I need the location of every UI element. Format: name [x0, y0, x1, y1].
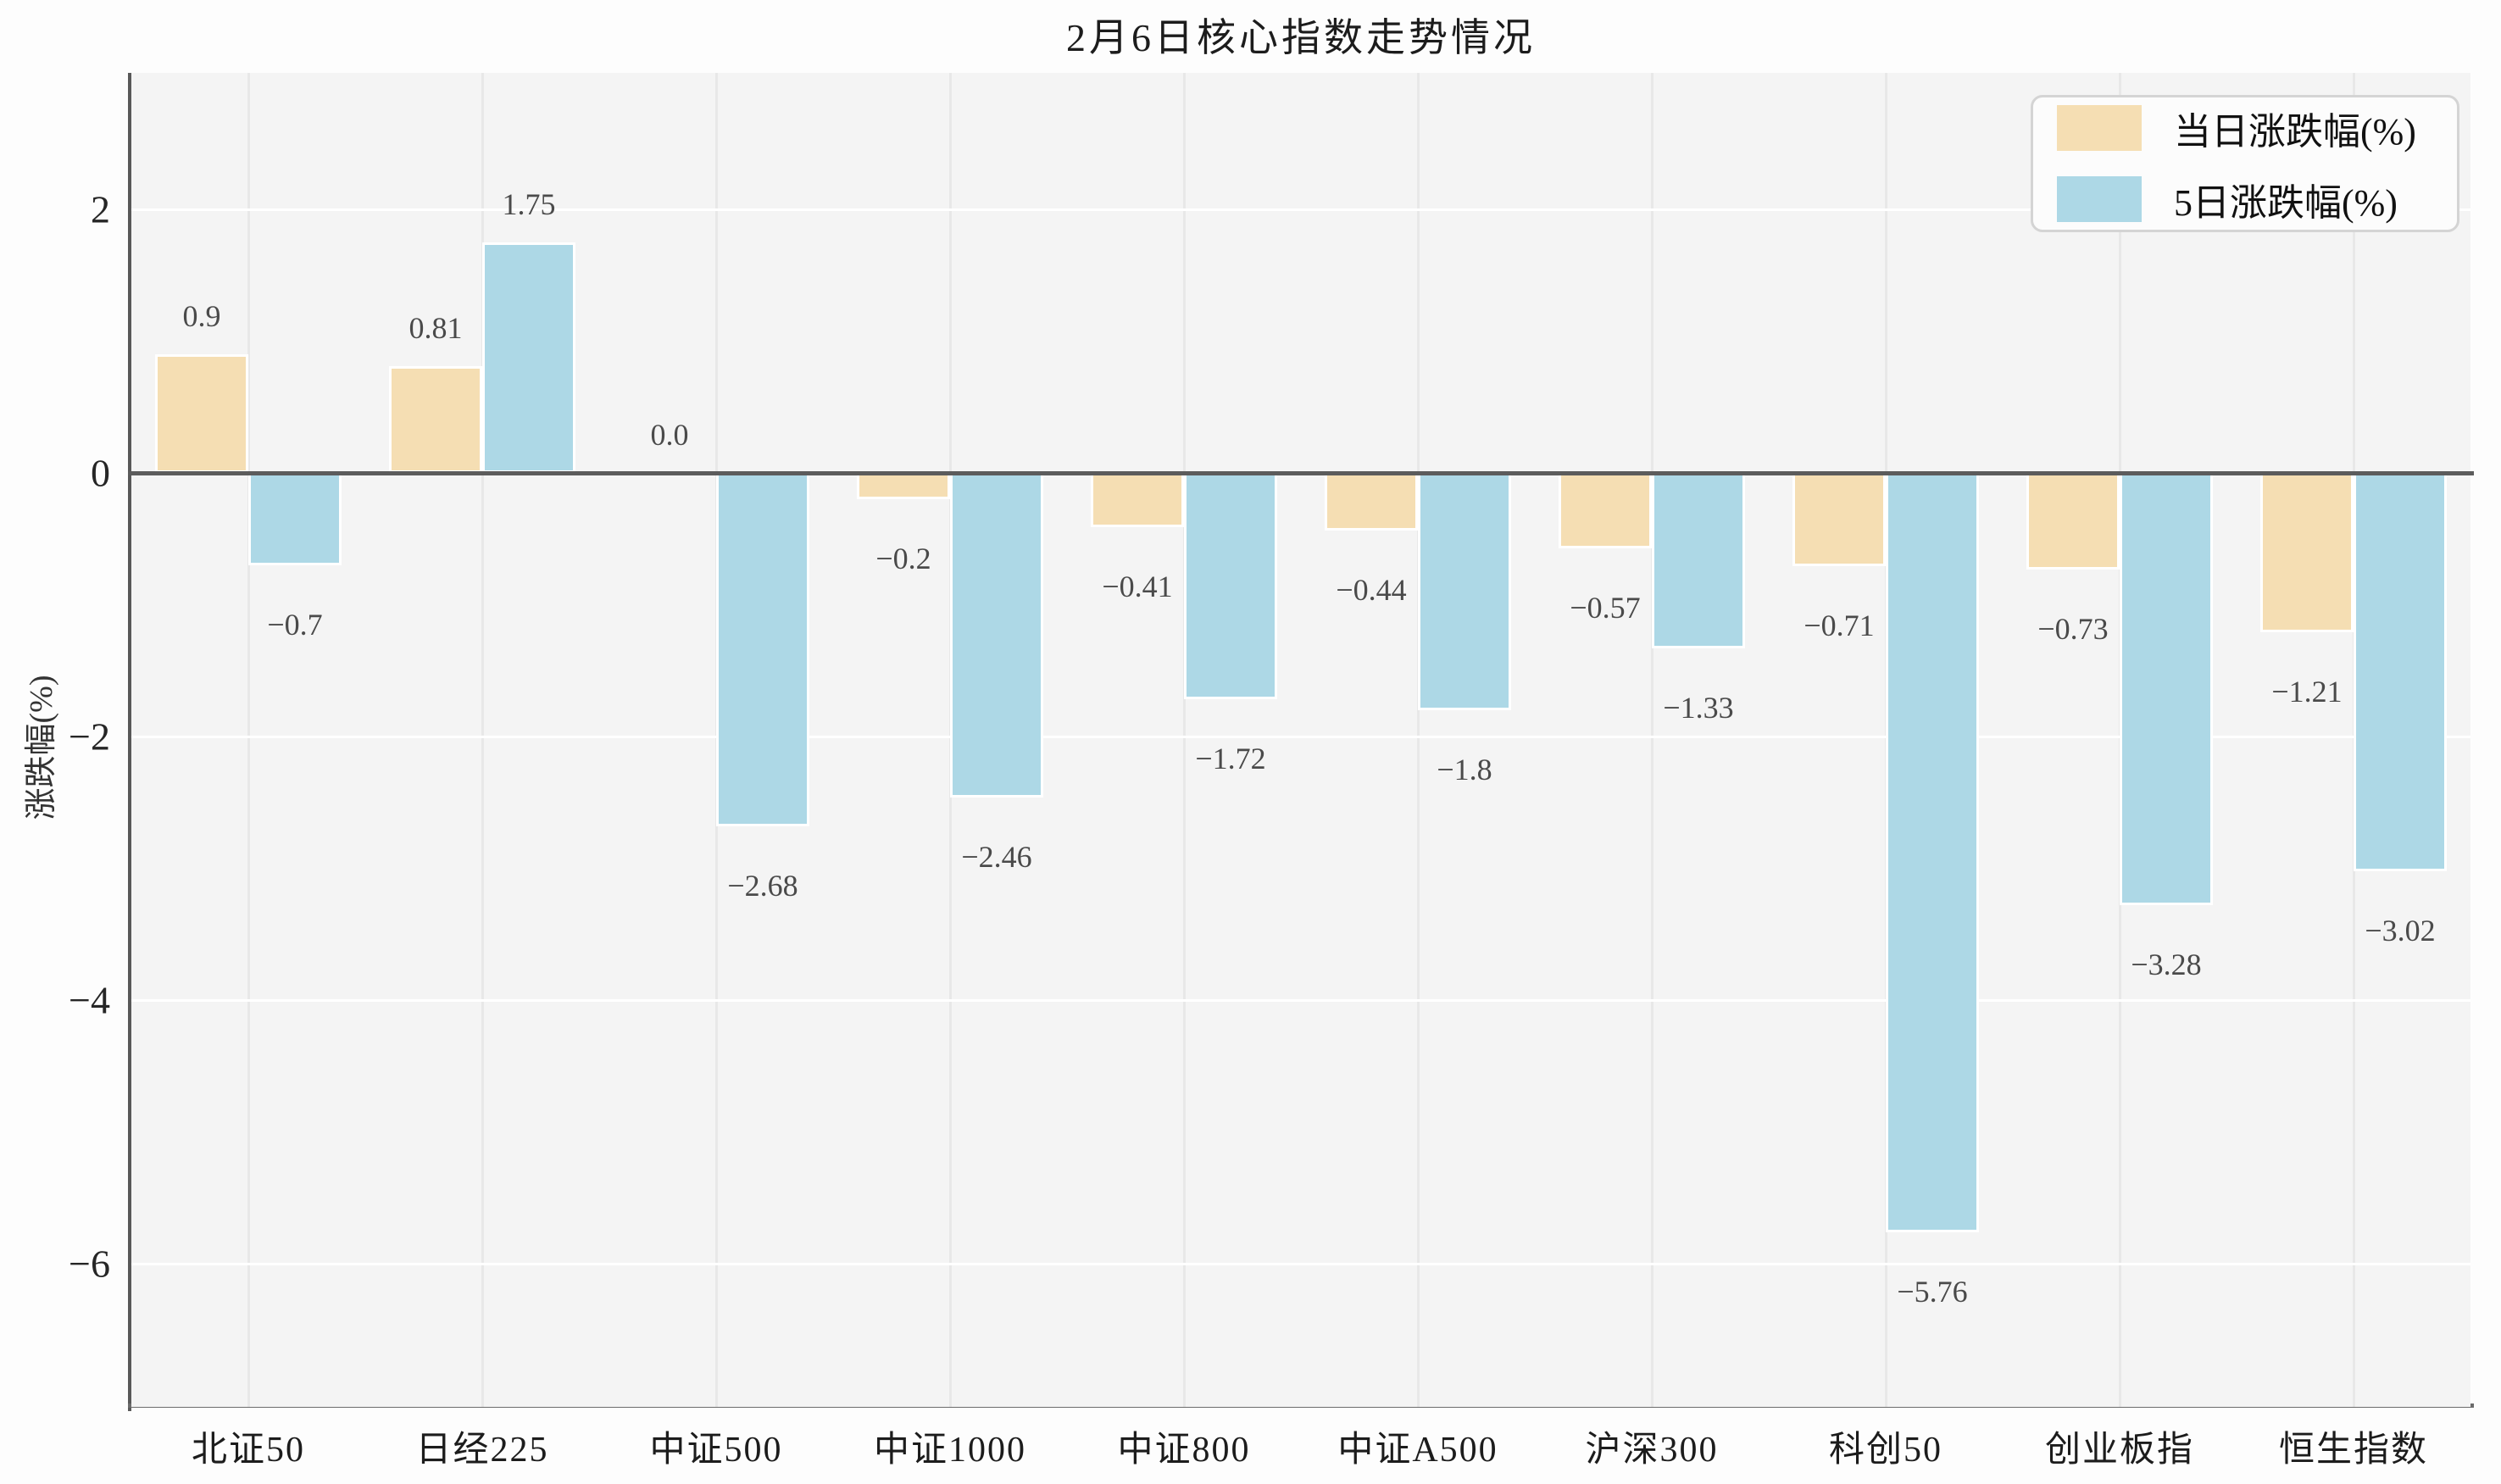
vertical-gridline [1650, 73, 1653, 1407]
x-tick-label: 科创50 [1828, 1431, 1943, 1470]
bar [389, 366, 482, 473]
bar-value-label: 0.0 [650, 418, 689, 452]
y-tick-label: 2 [91, 187, 110, 231]
bar-value-label: −2.68 [727, 868, 798, 903]
legend-swatch [2057, 105, 2142, 151]
bar-value-label: −0.7 [267, 607, 323, 642]
y-tick-label: 0 [91, 451, 110, 495]
bar-value-label: −0.41 [1102, 569, 1173, 603]
bar [1091, 473, 1184, 527]
bar-value-label: −3.28 [2131, 948, 2202, 982]
bar [1418, 473, 1511, 710]
zero-line [128, 471, 2474, 475]
plot-area: 0.9 0.81 0.0 −0.2 −0.41 −0.44 −0.57 −0.71 −0.73 −… [128, 73, 2474, 1407]
bar [248, 473, 342, 565]
bar [1325, 473, 1418, 531]
bar-value-label: −5.76 [1897, 1274, 1968, 1309]
bar-value-label: −0.44 [1336, 573, 1407, 608]
bar-value-label: −3.02 [2365, 913, 2436, 948]
x-tick-label: 恒生指数 [2278, 1431, 2429, 1470]
bar [2026, 473, 2120, 570]
horizontal-gridline [131, 1262, 2470, 1265]
bar [716, 473, 809, 826]
bar [1559, 473, 1652, 548]
bar-value-label: −1.21 [2271, 675, 2343, 709]
vertical-gridline [1182, 73, 1186, 1407]
chart-title: 2月6日核心指数走势情况 [1066, 16, 1536, 59]
horizontal-gridline [131, 998, 2470, 1002]
bar-value-label: −1.72 [1195, 742, 1266, 776]
horizontal-gridline [131, 735, 2470, 738]
x-tick-label: 日经225 [415, 1431, 549, 1470]
legend-label: 5日涨跌幅(%) [2174, 182, 2398, 224]
legend-item: 5日涨跌幅(%) [2057, 172, 2433, 226]
bar [857, 473, 950, 500]
x-tick-label: 北证50 [191, 1431, 306, 1470]
bar [155, 354, 248, 473]
bar [2260, 473, 2354, 633]
vertical-gridline [1416, 73, 1420, 1407]
horizontal-gridline [131, 208, 2470, 211]
x-tick-label: 中证500 [649, 1431, 783, 1470]
bar [950, 473, 1043, 798]
bar-value-label: −0.57 [1570, 590, 1641, 625]
bar-value-label: −2.46 [961, 839, 1032, 874]
x-tick-label: 中证A500 [1337, 1431, 1498, 1470]
legend-label: 当日涨跌幅(%) [2174, 111, 2416, 153]
y-tick-label: −4 [69, 978, 110, 1022]
bar [1184, 473, 1277, 700]
y-axis-spine [128, 73, 131, 1411]
bar-value-label: −0.2 [875, 542, 931, 576]
legend: 当日涨跌幅(%) 5日涨跌幅(%) [2031, 95, 2459, 232]
bar [1652, 473, 1745, 648]
bar [1886, 473, 1979, 1232]
bar [482, 242, 575, 473]
bar-value-label: 0.9 [182, 299, 221, 334]
y-tick-label: −6 [69, 1242, 110, 1286]
bar-value-label: −1.8 [1437, 752, 1492, 786]
bar-value-label: 1.75 [502, 186, 556, 221]
x-tick-label: 创业板指 [2044, 1431, 2195, 1470]
legend-item: 当日涨跌幅(%) [2057, 101, 2433, 155]
bar [2354, 473, 2447, 871]
bar-value-label: 0.81 [408, 311, 463, 346]
vertical-gridline [247, 73, 250, 1407]
vertical-gridline [481, 73, 484, 1407]
bar-value-label: −1.33 [1663, 690, 1734, 725]
bar-value-label: −0.71 [1803, 609, 1875, 643]
x-tick-label: 沪深300 [1585, 1431, 1719, 1470]
bar [1792, 473, 1886, 567]
bar [2120, 473, 2213, 906]
bar-value-label: −0.73 [2037, 611, 2109, 646]
legend-swatch [2057, 176, 2142, 222]
y-tick-label: −2 [69, 714, 110, 759]
x-tick-label: 中证800 [1117, 1431, 1251, 1470]
x-tick-label: 中证1000 [873, 1431, 1027, 1470]
